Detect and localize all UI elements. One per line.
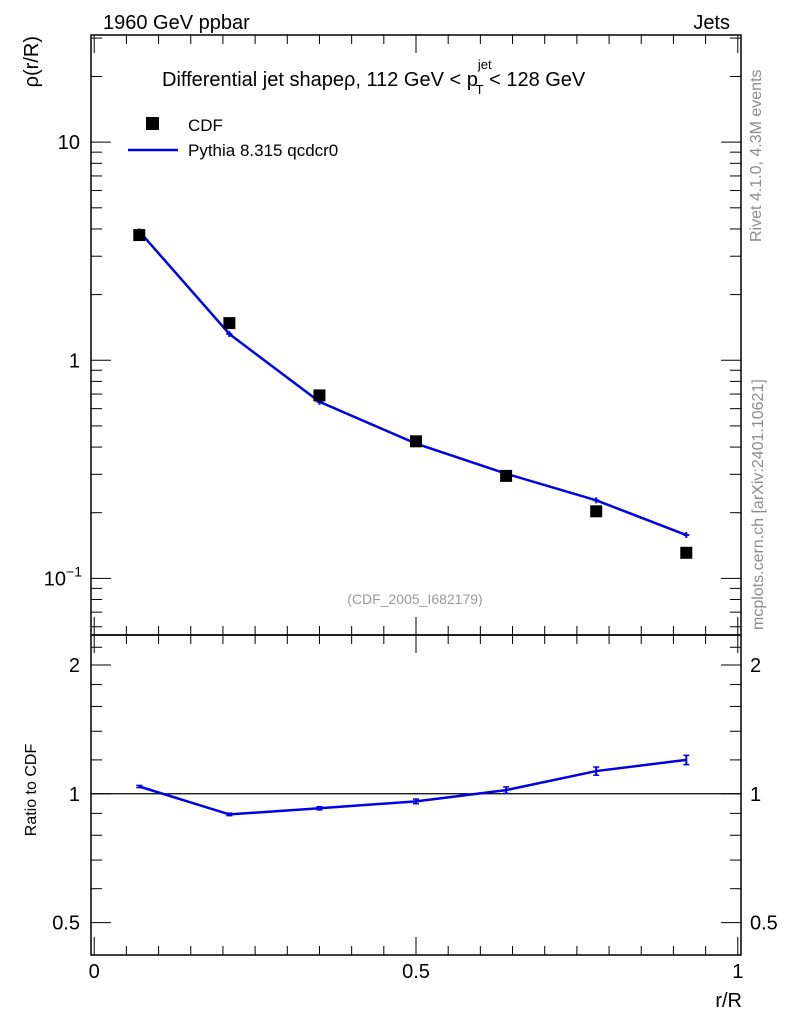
category-label: Jets — [693, 12, 730, 34]
main-series — [133, 228, 693, 559]
pythia-line — [138, 230, 687, 537]
analysis-watermark: (CDF_2005_I682179) — [347, 591, 482, 607]
ratio-axis-ticks — [91, 635, 741, 955]
xtick-label: 0.5 — [402, 961, 430, 983]
ratio-ytick-label-right: 0.5 — [750, 913, 778, 935]
xtick-label: 1 — [732, 961, 743, 983]
main-ytick-label: 1 — [69, 350, 80, 372]
cdf-point — [313, 389, 326, 402]
cdf-point — [500, 469, 513, 482]
main-ytick-label: 10 — [58, 132, 80, 154]
rivet-version-label: Rivet 4.1.0, 4.3M events — [748, 69, 765, 242]
xtick-labels: 0 0.5 1 — [89, 961, 744, 983]
cdf-point — [223, 317, 236, 330]
cdf-point — [680, 546, 693, 559]
cdf-point — [410, 435, 422, 448]
ratio-ytick-label-right: 1 — [750, 784, 761, 806]
cdf-point — [133, 229, 146, 242]
cdf-point — [590, 505, 603, 518]
ratio-ytick-label-left: 0.5 — [52, 913, 80, 935]
collider-label: 1960 GeV ppbar — [103, 12, 250, 34]
ratio-ytick-label-left: 1 — [69, 784, 80, 806]
main-ytick-labels: 10 1 10−1 — [44, 132, 82, 590]
ratio-line — [138, 758, 687, 816]
xlabel: r/R — [715, 990, 742, 1012]
legend: CDF Pythia 8.315 qcdcr0 — [128, 116, 338, 160]
main-axis-ticks — [91, 35, 741, 635]
legend-pythia-label: Pythia 8.315 qcdcr0 — [188, 141, 338, 160]
main-ylabel: ρ(r/R) — [21, 36, 43, 87]
ratio-series — [136, 754, 690, 817]
ratio-plot-frame — [90, 634, 742, 956]
main-ytick-label: 10−1 — [44, 563, 82, 590]
ratio-ylabel: Ratio to CDF — [23, 744, 40, 837]
legend-cdf-label: CDF — [188, 116, 223, 135]
plot-title: Differential jet shapeρ, 112 GeV < pjet T… — [162, 57, 586, 97]
ratio-ytick-label-left: 2 — [69, 655, 80, 677]
mcplots-label: mcplots.cern.ch [arXiv:2401.10621] — [750, 379, 767, 630]
xtick-label: 0 — [89, 961, 100, 983]
ratio-ytick-label-right: 2 — [750, 655, 761, 677]
legend-cdf-marker — [146, 117, 159, 130]
ratio-ytick-labels: 2 2 1 1 0.5 0.5 — [52, 655, 778, 935]
